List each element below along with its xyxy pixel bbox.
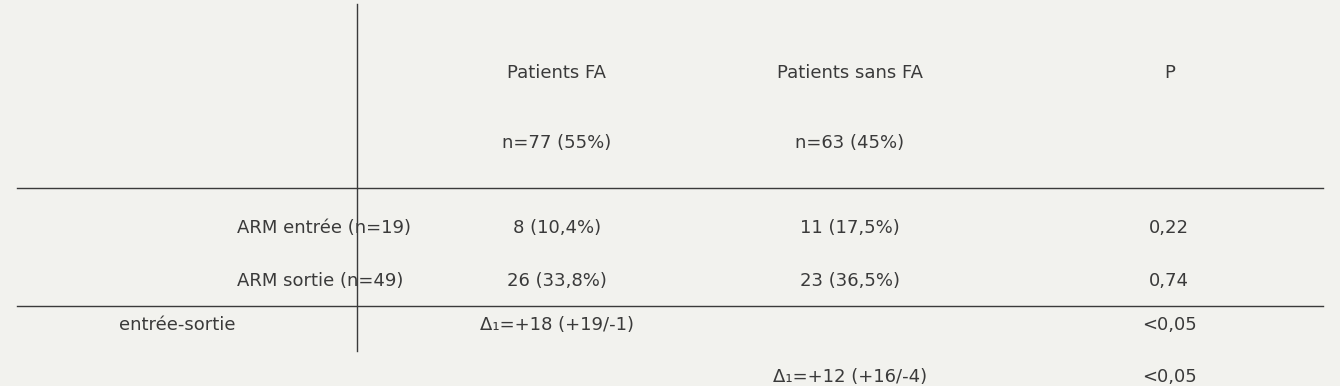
Text: Δ₁=+12 (+16/-4): Δ₁=+12 (+16/-4) xyxy=(773,367,927,386)
Text: ARM sortie (n=49): ARM sortie (n=49) xyxy=(237,272,403,290)
Text: Δ₁=+18 (+19/-1): Δ₁=+18 (+19/-1) xyxy=(480,316,634,334)
Text: entrée-sortie: entrée-sortie xyxy=(119,316,236,334)
Text: ARM entrée (n=19): ARM entrée (n=19) xyxy=(237,218,411,237)
Text: 0,74: 0,74 xyxy=(1150,272,1190,290)
Text: <0,05: <0,05 xyxy=(1142,316,1197,334)
Text: n=63 (45%): n=63 (45%) xyxy=(795,134,905,152)
Text: n=77 (55%): n=77 (55%) xyxy=(502,134,611,152)
Text: Patients FA: Patients FA xyxy=(508,64,606,83)
Text: 11 (17,5%): 11 (17,5%) xyxy=(800,218,899,237)
Text: 0,22: 0,22 xyxy=(1150,218,1190,237)
Text: 8 (10,4%): 8 (10,4%) xyxy=(513,218,600,237)
Text: 23 (36,5%): 23 (36,5%) xyxy=(800,272,899,290)
Text: P: P xyxy=(1164,64,1175,83)
Text: <0,05: <0,05 xyxy=(1142,367,1197,386)
Text: Patients sans FA: Patients sans FA xyxy=(777,64,923,83)
Text: 26 (33,8%): 26 (33,8%) xyxy=(507,272,607,290)
